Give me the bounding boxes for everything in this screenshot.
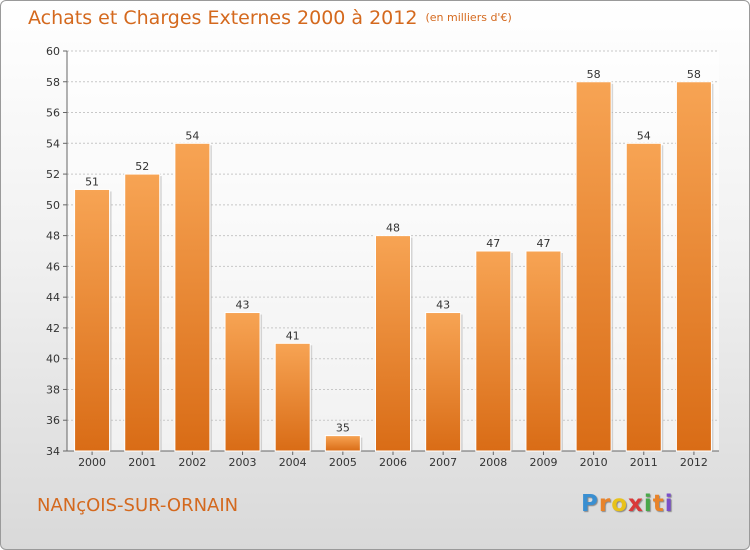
x-tick-label: 2002 [178,456,206,469]
bar-value-label: 58 [687,68,701,81]
logo-letter: x [628,491,644,517]
logo-letter: r [598,491,612,517]
bar-value-label: 52 [135,160,149,173]
bar-value-label: 48 [386,222,400,235]
bar-value-label: 54 [185,129,199,142]
bar-2008 [475,250,512,452]
bar-value-label: 51 [85,175,99,188]
chart-title-text: Achats et Charges Externes 2000 à 2012 [28,7,418,29]
logo-letter: i [664,491,674,517]
bar-value-label: 35 [336,422,350,435]
x-tick-label: 2005 [329,456,357,469]
bar-2011 [625,142,662,452]
bar-2006 [375,235,411,452]
logo-letter: t [652,491,665,517]
bar-value-label: 41 [286,329,300,342]
bar-2005 [324,435,361,452]
bar-2002 [174,142,211,452]
y-tick-label: 38 [46,383,60,396]
y-tick-label: 40 [46,353,60,366]
proxiti-logo: Proxiti [581,491,674,517]
y-tick-label: 36 [46,414,60,427]
y-tick-label: 42 [46,322,60,335]
bar-value-label: 47 [486,237,500,250]
y-tick-label: 52 [46,168,60,181]
logo-letter: i [643,491,653,517]
bar-2007 [425,312,462,452]
y-tick-label: 48 [46,230,60,243]
logo-letter: o [611,491,629,517]
x-tick-label: 2006 [379,456,407,469]
y-tick-label: 46 [46,260,60,273]
bar-value-label: 43 [236,299,250,312]
x-tick-label: 2001 [128,456,156,469]
y-tick-label: 56 [46,107,60,120]
bar-2009 [525,250,562,452]
bar-value-label: 58 [587,68,601,81]
chart-subtitle: (en milliers d'€) [425,11,512,24]
bar-value-label: 47 [536,237,550,250]
x-tick-label: 2008 [479,456,507,469]
x-tick-label: 2004 [279,456,307,469]
y-tick-label: 60 [46,45,60,58]
x-tick-label: 2012 [680,456,708,469]
bar-2000 [74,188,111,452]
x-tick-label: 2009 [529,456,557,469]
bar-2004 [274,342,311,452]
y-tick-label: 50 [46,199,60,212]
bar-2001 [124,173,161,452]
bar-2012 [675,81,712,452]
commune-name: NANçOIS-SUR-ORNAIN [37,495,239,516]
bar-2010 [575,81,612,452]
y-tick-label: 58 [46,76,60,89]
x-tick-label: 2011 [630,456,658,469]
x-tick-label: 2000 [78,456,106,469]
y-tick-label: 44 [46,291,60,304]
chart-title: Achats et Charges Externes 2000 à 2012 (e… [28,7,512,29]
y-tick-label: 54 [46,137,60,150]
x-tick-label: 2010 [580,456,608,469]
x-tick-label: 2003 [229,456,257,469]
y-tick-label: 34 [46,445,60,458]
logo-letter: P [581,491,599,517]
bar-value-label: 43 [436,299,450,312]
x-tick-label: 2007 [429,456,457,469]
bar-2003 [224,312,261,452]
bar-value-label: 54 [637,129,651,142]
